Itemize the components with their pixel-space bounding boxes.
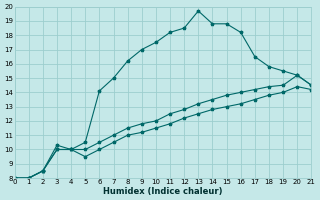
X-axis label: Humidex (Indice chaleur): Humidex (Indice chaleur) — [103, 187, 223, 196]
